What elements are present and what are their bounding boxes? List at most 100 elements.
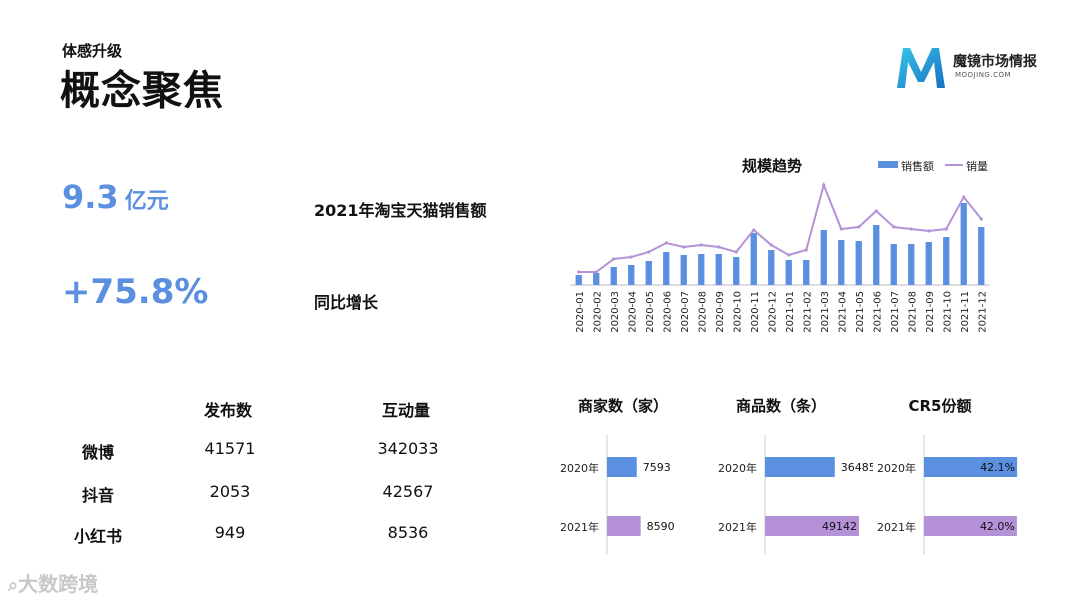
volume-point: [717, 245, 721, 249]
volume-line: [578, 181, 983, 273]
x-tick-label: 2020-03: [610, 291, 621, 333]
volume-point: [874, 209, 878, 213]
x-tick-label: 2020-09: [715, 291, 726, 333]
mini-chart-category: 2020年: [877, 461, 916, 475]
sales-bar: [978, 227, 985, 285]
table-cell: 342033: [377, 439, 439, 458]
sales-bar: [663, 252, 670, 285]
volume-point: [787, 253, 791, 257]
mini-chart-category: 2020年: [560, 461, 599, 475]
x-tick-label: 2021-11: [960, 291, 971, 333]
sales-bar: [838, 240, 845, 285]
sales-bar: [890, 244, 897, 285]
kpi-growth-number: +75.8%: [62, 272, 209, 312]
sales-bar: [820, 230, 827, 285]
mini-chart-bar: [765, 457, 835, 477]
sales-bar: [855, 241, 862, 285]
brand-name: 魔镜市场情报: [953, 54, 1037, 70]
brand-logo: 魔镜市场情报 MOOJING.COM: [893, 42, 1063, 92]
legend-label-volume: 销量: [966, 159, 988, 173]
kpi-growth-label: 同比增长: [314, 293, 379, 312]
volume-point: [944, 227, 948, 231]
merchant-count-chart: 商家数（家） 2020年 7593 2021年 8590: [560, 397, 675, 555]
sales-bar: [803, 260, 810, 285]
table-row-label: 抖音: [82, 486, 115, 505]
mini-chart-category: 2021年: [718, 520, 757, 534]
watermark: ⌕大数跨境: [8, 568, 98, 597]
mini-chart-value-label: 36485: [841, 461, 873, 474]
table-cell: 8536: [387, 523, 429, 542]
kpi-sales-value: 9.3 亿元: [62, 178, 169, 216]
x-tick-label: 2021-04: [837, 291, 848, 333]
volume-point: [752, 228, 756, 232]
volume-point: [734, 250, 738, 254]
sales-bar: [943, 237, 950, 285]
x-tick-label: 2020-11: [750, 291, 761, 333]
x-tick-label: 2020-02: [592, 291, 603, 333]
volume-point: [839, 227, 843, 231]
x-tick-label: 2020-07: [680, 291, 691, 333]
sales-bar: [750, 233, 757, 285]
table-cell: 42567: [382, 482, 434, 501]
sales-bar: [698, 254, 705, 285]
volume-point: [577, 270, 581, 274]
kpi-sales-unit: 亿元: [124, 189, 169, 214]
trend-chart: 规模趋势 销售额 销量 2020-01 2020-02 2020-03 2020-04 202…: [570, 157, 990, 333]
sales-bar: [680, 255, 687, 285]
volume-point: [629, 255, 633, 259]
trend-chart-title: 规模趋势: [742, 157, 802, 175]
volume-point: [612, 257, 616, 261]
mini-chart-category: 2020年: [718, 461, 757, 475]
mini-chart-bar: [607, 516, 641, 536]
sales-bar: [873, 225, 880, 285]
x-tick-label: 2021-06: [872, 291, 883, 333]
page-title: 概念聚焦: [60, 68, 224, 114]
volume-point: [927, 229, 931, 233]
volume-point: [769, 243, 773, 247]
legend-label-sales: 销售额: [901, 159, 934, 173]
sales-bar: [575, 275, 582, 285]
x-tick-label: 2021-08: [907, 291, 918, 333]
mini-chart-value-label: 8590: [647, 520, 675, 533]
mini-chart-title: 商家数（家）: [578, 397, 668, 415]
table-header-posts: 发布数: [204, 401, 253, 420]
x-tick-label: 2020-08: [697, 291, 708, 333]
kpi-sales-number: 9.3: [62, 178, 119, 216]
mini-chart-value-label: 42.1%: [980, 461, 1015, 474]
mini-chart-category: 2021年: [877, 520, 916, 534]
x-tick-label: 2020-12: [767, 291, 778, 333]
legend-swatch-sales: [878, 161, 898, 168]
sales-bar: [715, 254, 722, 285]
kpi-growth-value: +75.8%: [62, 272, 208, 312]
mini-chart-value-label: 49142: [822, 520, 857, 533]
mini-chart-bar: [765, 516, 859, 536]
x-tick-label: 2021-01: [785, 291, 796, 333]
table-cell: 2053: [209, 482, 251, 501]
x-tick-label: 2020-04: [627, 291, 638, 333]
volume-point: [892, 225, 896, 229]
mini-chart-title: 商品数（条）: [736, 397, 826, 415]
x-tick-label: 2020-05: [645, 291, 656, 333]
sales-bar: [768, 250, 775, 285]
x-tick-label: 2021-05: [855, 291, 866, 333]
mini-chart-bar: [607, 457, 637, 477]
table-row-label: 微博: [82, 443, 115, 462]
sales-bar: [785, 260, 792, 285]
sales-bar: [733, 257, 740, 285]
moojing-logo-icon: [897, 48, 945, 88]
x-tick-label: 2021-09: [925, 291, 936, 333]
mini-chart-bar: [924, 516, 1017, 536]
volume-point: [804, 248, 808, 252]
product-count-chart: 商品数（条） 2020年 36485 2021年 49142: [718, 397, 873, 555]
table-cell: 41571: [204, 439, 256, 458]
table-header-interactions: 互动量: [382, 401, 431, 420]
watermark-text: 大数跨境: [18, 572, 99, 596]
page-subtitle: 体感升级: [62, 42, 123, 60]
x-tick-label: 2021-03: [820, 291, 831, 333]
watermark-icon: ⌕: [8, 575, 19, 596]
mini-chart-value-label: 42.0%: [980, 520, 1015, 533]
x-tick-label: 2021-12: [977, 291, 988, 333]
x-tick-label: 2021-10: [942, 291, 953, 333]
sales-bar: [610, 267, 617, 285]
x-tick-label: 2021-02: [802, 291, 813, 333]
